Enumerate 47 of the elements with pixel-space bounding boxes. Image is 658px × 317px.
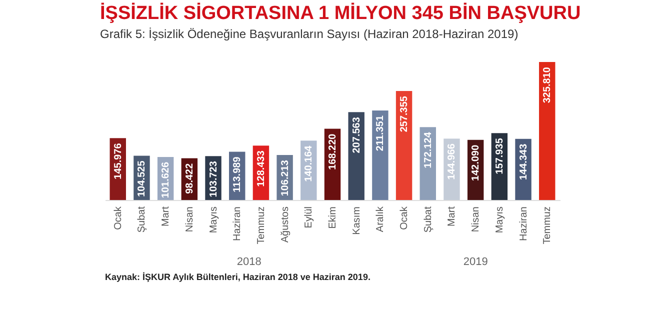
data-label: 128.433 bbox=[256, 150, 267, 187]
data-label: 104.525 bbox=[136, 160, 148, 197]
x-tick-label: Kasım bbox=[351, 206, 362, 235]
data-label: 140.164 bbox=[304, 145, 315, 182]
data-label: 103.723 bbox=[208, 160, 220, 198]
data-label: 172.124 bbox=[422, 132, 434, 168]
x-tick-label: Mart bbox=[160, 206, 172, 226]
chart-title: İŞSİZLİK SİGORTASINA 1 MİLYON 345 BİN BAŞVURU bbox=[100, 2, 581, 24]
data-label: 142.090 bbox=[470, 144, 482, 181]
x-tick-label: Şubat bbox=[422, 206, 434, 233]
x-tick-label: Ağustos bbox=[280, 206, 291, 243]
data-label: 157.935 bbox=[494, 138, 506, 174]
data-label: 98.422 bbox=[184, 162, 196, 194]
text: 2019 bbox=[463, 256, 488, 268]
bar bbox=[372, 110, 388, 200]
data-label: 144.966 bbox=[446, 143, 458, 180]
x-tick-label: Ocak bbox=[112, 206, 124, 230]
data-label: 325.810 bbox=[542, 66, 554, 104]
x-tick-label: Haziran bbox=[232, 206, 244, 241]
data-label: 145.976 bbox=[112, 142, 124, 180]
text: Kaynak: İŞKUR Aylık Bültenleri, Haziran 2018 ve Haziran 2019. bbox=[105, 272, 370, 282]
data-label: 168.220 bbox=[328, 133, 338, 170]
x-tick-label: Mayıs bbox=[494, 206, 506, 234]
data-label: 101.626 bbox=[160, 162, 172, 198]
data-label: 207.563 bbox=[351, 116, 362, 154]
x-tick-label: Ocak bbox=[399, 206, 410, 230]
bar bbox=[396, 90, 412, 200]
data-label: 106.213 bbox=[280, 160, 291, 196]
x-tick-label: Nisan bbox=[470, 206, 482, 232]
bar bbox=[539, 62, 556, 200]
x-tick-label: Temmuz bbox=[542, 206, 554, 244]
x-tick-label: Haziran bbox=[518, 206, 530, 241]
x-tick-label: Ekim bbox=[328, 206, 338, 229]
bar bbox=[348, 112, 364, 200]
data-label: 144.343 bbox=[518, 143, 530, 180]
x-tick-label: Şubat bbox=[136, 206, 148, 233]
data-label: 113.989 bbox=[232, 156, 244, 192]
x-tick-label: Mayıs bbox=[208, 206, 220, 234]
text: 2018 bbox=[236, 256, 262, 268]
chart-subtitle: Grafik 5: İşsizlik Ödeneğine Başvuranların Sayısı (Haziran 2018-Haziran 2019) bbox=[100, 27, 518, 41]
x-tick-label: Temmuz bbox=[256, 206, 267, 244]
x-tick-label: Mart bbox=[446, 206, 458, 226]
data-label: 257.355 bbox=[399, 96, 410, 132]
data-label: 211.351 bbox=[375, 115, 386, 152]
x-tick-label: Aralık bbox=[375, 206, 386, 232]
x-tick-label: Eylül bbox=[304, 206, 315, 228]
x-tick-label: Nisan bbox=[184, 206, 196, 232]
